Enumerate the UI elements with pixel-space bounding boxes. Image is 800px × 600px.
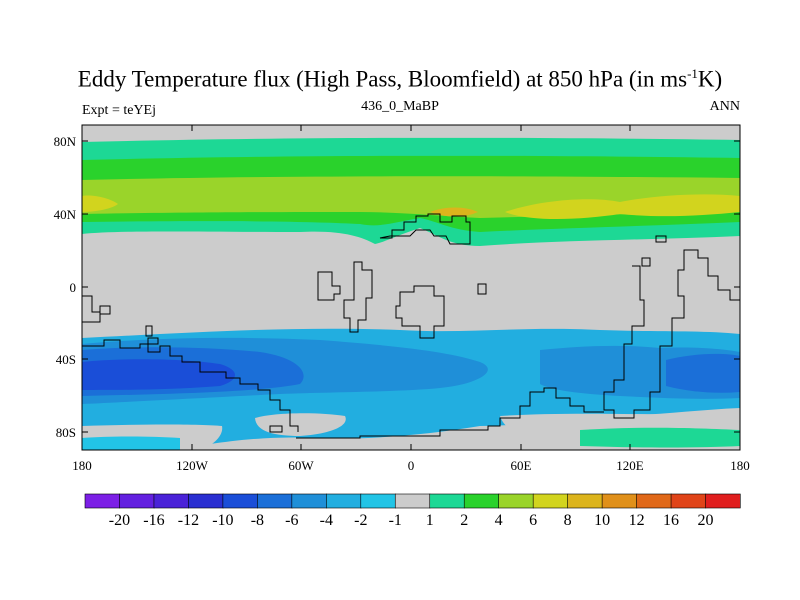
plot-title: Eddy Temperature flux (High Pass, Bloomf… <box>0 66 800 93</box>
lon-label-120e: 120E <box>616 458 644 473</box>
field-nh-max-east <box>505 194 740 219</box>
colorbar-label: 8 <box>564 512 572 529</box>
colorbar-swatch <box>153 493 190 509</box>
colorbar-swatch <box>291 493 327 509</box>
lon-label-120w: 120W <box>176 458 209 473</box>
lat-label-40n: 40N <box>54 207 77 222</box>
run-label: 436_0_MaBP <box>361 99 439 114</box>
coastlines <box>82 213 740 439</box>
lat-label-80n: 80N <box>54 134 77 149</box>
colorbar-swatch <box>222 493 258 509</box>
colorbar-label: 6 <box>529 512 537 529</box>
colorbar-label: -12 <box>178 512 199 529</box>
colorbar-label: 12 <box>629 512 645 529</box>
colorbar-swatch <box>670 493 707 509</box>
colorbar-label: -6 <box>285 512 298 529</box>
colorbar-swatch <box>360 493 396 509</box>
field-sh-east-6 <box>666 353 740 393</box>
experiment-label: Expt = teYEj <box>82 103 156 118</box>
field-antarctic-light <box>82 436 180 450</box>
colorbar-label: -20 <box>109 512 130 529</box>
colorbar-swatch <box>498 493 534 509</box>
colorbar-swatch <box>532 493 569 509</box>
colorbar-label: -2 <box>354 512 367 529</box>
colorbar-swatch <box>567 493 603 509</box>
colorbar-label: -10 <box>212 512 233 529</box>
lat-label-0: 0 <box>70 280 77 295</box>
lat-tick-marks <box>82 140 740 433</box>
colorbar-label: -4 <box>320 512 333 529</box>
field-sh-band-8 <box>82 359 235 390</box>
field-nh-max-center <box>430 207 478 217</box>
colorbar-swatch <box>257 493 293 509</box>
lon-label-60e: 60E <box>511 458 532 473</box>
season-label: ANN <box>709 99 740 114</box>
colorbar-swatch <box>463 493 500 509</box>
colorbar-label: 2 <box>460 512 468 529</box>
title-end: K) <box>697 66 723 92</box>
colorbar-swatch <box>119 493 155 509</box>
lon-label-0: 0 <box>408 458 415 473</box>
colorbar-swatch <box>636 493 672 509</box>
colorbar-label: 20 <box>698 512 714 529</box>
colorbar-swatch <box>429 493 465 509</box>
colorbar-swatch <box>188 493 224 509</box>
lon-label-180w: 180 <box>72 458 92 473</box>
colorbar-swatch <box>601 493 638 509</box>
colorbar-label: -1 <box>389 512 402 529</box>
field-nh-max-west <box>82 195 118 212</box>
colorbar-label: -8 <box>251 512 264 529</box>
title-main: Eddy Temperature flux (High Pass, Bloomf… <box>77 66 688 92</box>
colorbar-swatch <box>394 493 431 509</box>
colorbar-swatch <box>326 493 362 509</box>
lon-label-60w: 60W <box>288 458 314 473</box>
lat-label-80s: 80S <box>56 425 76 440</box>
lon-tick-marks <box>81 125 741 450</box>
colorbar-swatch <box>84 493 121 509</box>
field-antarctic-positive <box>580 427 740 448</box>
colorbar-swatch <box>705 493 741 509</box>
colorbar-label: -16 <box>143 512 164 529</box>
colorbar-label: 4 <box>495 512 503 529</box>
lon-label-180e: 180 <box>730 458 750 473</box>
colorbar-label: 1 <box>426 512 434 529</box>
colorbar: -20 -16 -12 -10 -8 -6 -4 -2 -1 1 2 4 6 8 10 12 16 20 <box>84 493 741 529</box>
field-antarctic-gray-1 <box>255 413 346 436</box>
title-superscript: -1 <box>687 66 698 81</box>
lat-label-40s: 40S <box>56 352 76 367</box>
map-field <box>82 125 740 450</box>
colorbar-label: 10 <box>594 512 610 529</box>
colorbar-label: 16 <box>663 512 679 529</box>
